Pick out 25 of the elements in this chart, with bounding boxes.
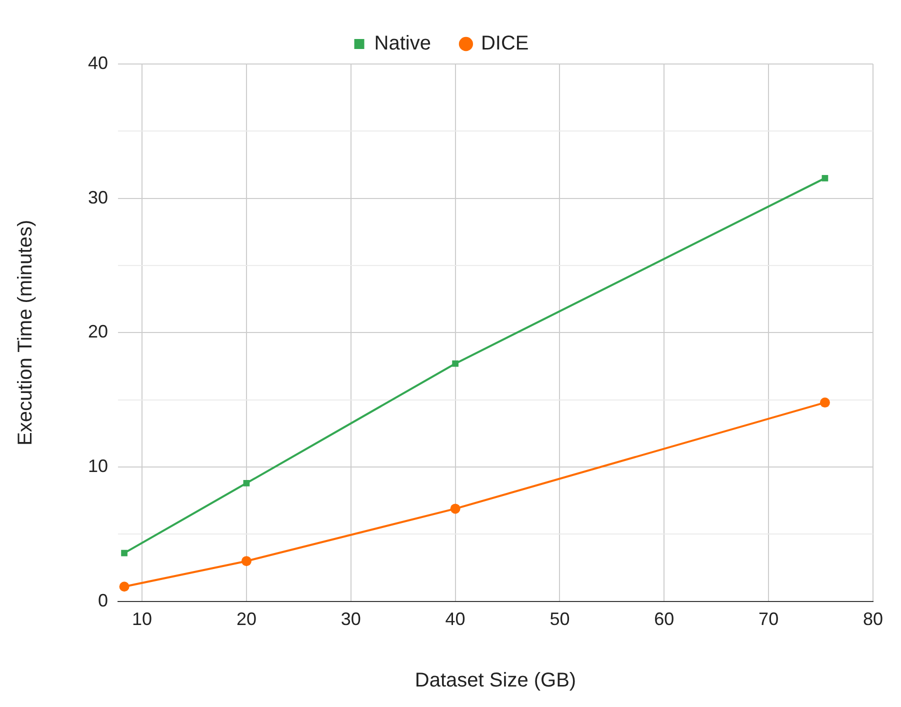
x-tick-label: 80: [862, 609, 884, 630]
x-tick-label: 30: [340, 609, 361, 630]
x-tick-label: 20: [236, 609, 256, 630]
point: [241, 556, 252, 566]
x-tick-label: 10: [132, 609, 152, 630]
point: [820, 398, 830, 408]
x-tick-label: 60: [654, 609, 674, 630]
y-tick-label: 20: [88, 322, 108, 342]
point: [121, 550, 128, 556]
point: [822, 175, 828, 182]
point: [452, 360, 458, 367]
y-tick-label: 0: [98, 590, 108, 610]
x-tick-label: 70: [758, 609, 779, 630]
x-tick-label: 40: [445, 609, 466, 630]
point: [450, 504, 460, 514]
y-tick-label: 30: [88, 187, 108, 208]
point: [119, 582, 130, 592]
point: [243, 480, 250, 486]
legend-label: Native: [374, 32, 431, 55]
y-axis-title: Execution Time (minutes): [14, 220, 37, 446]
x-tick-label: 50: [550, 609, 570, 630]
legend-label: DICE: [480, 32, 529, 55]
x-axis-title: Dataset Size (GB): [414, 670, 576, 692]
y-tick-label: 40: [88, 52, 108, 73]
y-tick-label: 10: [88, 456, 108, 476]
